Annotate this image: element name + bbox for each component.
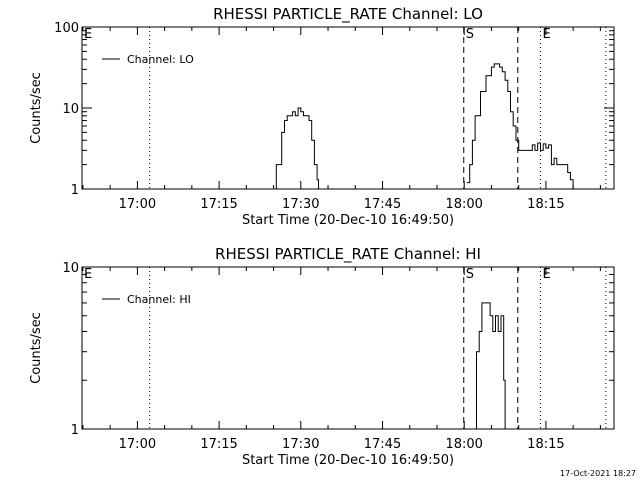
plot-frame — [81, 266, 615, 430]
plot-frame — [81, 26, 615, 190]
x-tick-label: 17:00 — [119, 197, 156, 212]
x-tick-label: 17:15 — [200, 197, 237, 212]
x-tick-label: 17:45 — [364, 197, 401, 212]
time-marker-label: E — [84, 267, 92, 282]
chart-panel-hi: RHESSI PARTICLE_RATE Channel: HI Start Ti… — [29, 245, 615, 468]
y-tick-label: 100 — [54, 21, 79, 36]
x-tick-label: 17:15 — [200, 437, 237, 452]
x-tick-label: 17:45 — [364, 437, 401, 452]
time-marker-label: E — [84, 27, 92, 42]
x-tick-label: 18:00 — [445, 197, 482, 212]
y-tick-label: 10 — [62, 102, 79, 117]
y-tick-label: 1 — [71, 423, 79, 438]
x-tick-label: 18:15 — [527, 197, 564, 212]
x-tick-label: 17:00 — [119, 437, 156, 452]
time-marker-label: E — [542, 267, 550, 282]
x-tick-label: 18:00 — [445, 437, 482, 452]
x-tick-label: 18:15 — [527, 437, 564, 452]
x-tick-label: 17:30 — [282, 197, 319, 212]
series-line-segment — [466, 63, 576, 190]
chart-title: RHESSI PARTICLE_RATE Channel: HI — [215, 245, 481, 264]
series-line-segment — [270, 107, 319, 190]
time-marker-label: S — [466, 27, 474, 42]
x-axis-label: Start Time (20-Dec-10 16:49:50) — [242, 213, 454, 228]
x-tick-label: 17:30 — [282, 437, 319, 452]
y-tick-label: 1 — [71, 183, 79, 198]
y-axis-label: Counts/sec — [29, 72, 44, 144]
chart-title: RHESSI PARTICLE_RATE Channel: LO — [213, 5, 483, 24]
time-marker-label: S — [466, 267, 474, 282]
x-axis-label: Start Time (20-Dec-10 16:49:50) — [242, 453, 454, 468]
time-marker-label: E — [542, 27, 550, 42]
legend-label: Channel: HI — [127, 293, 191, 306]
plot-timestamp: 17-Oct-2021 18:27 — [560, 469, 636, 478]
series-line-segment — [473, 302, 506, 430]
y-axis-label: Counts/sec — [29, 312, 44, 384]
chart-panel-lo: RHESSI PARTICLE_RATE Channel: LO Start Ti… — [29, 5, 615, 228]
legend-label: Channel: LO — [127, 53, 194, 66]
y-tick-label: 10 — [62, 261, 79, 276]
